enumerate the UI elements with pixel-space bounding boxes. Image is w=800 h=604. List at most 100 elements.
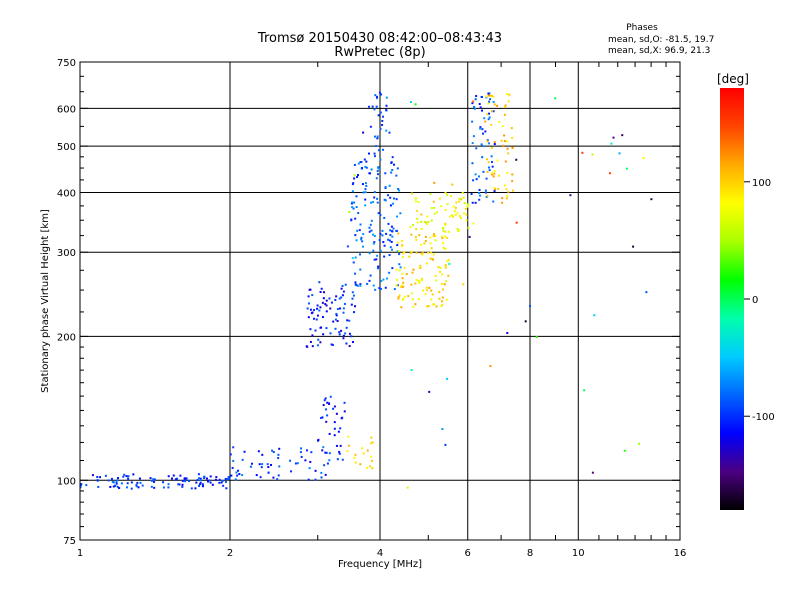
data-point bbox=[397, 232, 400, 235]
data-point bbox=[230, 474, 233, 477]
data-point bbox=[232, 459, 235, 462]
data-point bbox=[379, 249, 382, 252]
data-point bbox=[431, 293, 434, 296]
data-point bbox=[410, 250, 413, 253]
data-point bbox=[340, 296, 343, 299]
data-point bbox=[503, 184, 506, 187]
data-point bbox=[398, 294, 401, 297]
data-point bbox=[426, 305, 429, 308]
data-point bbox=[362, 131, 365, 134]
data-point bbox=[447, 230, 450, 233]
data-point bbox=[332, 407, 335, 410]
data-point bbox=[162, 486, 165, 489]
data-point bbox=[122, 475, 125, 478]
data-point bbox=[332, 320, 335, 323]
data-point bbox=[194, 487, 197, 490]
data-point bbox=[364, 198, 367, 201]
data-point bbox=[115, 482, 118, 485]
data-point bbox=[456, 212, 459, 215]
data-point bbox=[266, 463, 269, 466]
data-point bbox=[341, 458, 344, 461]
data-point bbox=[478, 188, 481, 191]
y-tick-label: 500 bbox=[57, 142, 76, 153]
data-point bbox=[419, 264, 422, 267]
data-point bbox=[238, 473, 241, 476]
data-point bbox=[104, 474, 107, 477]
data-point bbox=[370, 201, 373, 204]
data-point bbox=[482, 132, 485, 135]
data-point bbox=[317, 338, 320, 341]
data-point bbox=[524, 320, 527, 323]
data-point bbox=[364, 165, 367, 168]
data-point bbox=[484, 189, 487, 192]
data-point bbox=[412, 268, 415, 271]
data-point bbox=[370, 442, 373, 445]
data-point bbox=[96, 475, 99, 478]
data-point bbox=[593, 314, 596, 317]
data-point bbox=[241, 458, 244, 461]
data-point bbox=[319, 306, 322, 309]
data-point bbox=[325, 327, 328, 330]
data-point bbox=[181, 485, 184, 488]
data-point bbox=[439, 270, 442, 273]
data-point bbox=[130, 487, 133, 490]
y-tick-label: 75 bbox=[63, 536, 76, 547]
data-point bbox=[412, 305, 415, 308]
data-point bbox=[313, 309, 316, 312]
data-point bbox=[335, 412, 338, 415]
data-point bbox=[368, 226, 371, 229]
data-point bbox=[391, 248, 394, 251]
data-point bbox=[181, 480, 184, 483]
data-point bbox=[410, 192, 413, 195]
data-point bbox=[345, 342, 348, 345]
data-point bbox=[257, 450, 260, 453]
data-point bbox=[416, 209, 419, 212]
data-point bbox=[446, 237, 449, 240]
data-point bbox=[342, 290, 345, 293]
data-point bbox=[650, 198, 653, 201]
data-point bbox=[489, 98, 492, 101]
y-tick-label: 750 bbox=[57, 58, 76, 69]
data-point bbox=[506, 140, 509, 143]
data-point bbox=[351, 257, 354, 260]
data-point bbox=[428, 286, 431, 289]
data-point bbox=[380, 93, 383, 96]
data-point bbox=[368, 279, 371, 282]
data-point bbox=[380, 287, 383, 290]
data-point bbox=[425, 262, 428, 265]
data-point bbox=[381, 123, 384, 126]
data-point bbox=[322, 291, 325, 294]
data-point bbox=[442, 246, 445, 249]
data-point bbox=[328, 452, 331, 455]
data-point bbox=[379, 111, 382, 114]
data-point bbox=[209, 481, 212, 484]
data-point bbox=[362, 452, 365, 455]
data-point bbox=[411, 224, 414, 227]
data-point bbox=[435, 305, 438, 308]
data-point bbox=[511, 180, 514, 183]
chart-title: Tromsø 20150430 08:42:00–08:43:43 bbox=[257, 31, 502, 46]
data-point bbox=[372, 242, 375, 245]
data-point bbox=[505, 188, 508, 191]
data-point bbox=[441, 273, 444, 276]
data-point bbox=[401, 239, 404, 242]
data-point bbox=[277, 453, 280, 456]
data-point bbox=[379, 158, 382, 161]
data-point bbox=[276, 478, 279, 481]
data-point bbox=[432, 200, 435, 203]
data-point bbox=[373, 258, 376, 261]
data-point bbox=[388, 239, 391, 242]
data-point bbox=[377, 173, 380, 176]
data-point bbox=[174, 478, 177, 481]
data-point bbox=[316, 314, 319, 317]
data-point bbox=[444, 264, 447, 267]
data-point bbox=[311, 345, 314, 348]
data-point bbox=[338, 333, 341, 336]
data-point bbox=[359, 253, 362, 256]
data-point bbox=[487, 92, 490, 95]
data-point bbox=[325, 408, 328, 411]
data-point bbox=[350, 303, 353, 306]
data-point bbox=[321, 416, 324, 419]
data-point bbox=[190, 487, 193, 490]
data-point bbox=[354, 281, 357, 284]
